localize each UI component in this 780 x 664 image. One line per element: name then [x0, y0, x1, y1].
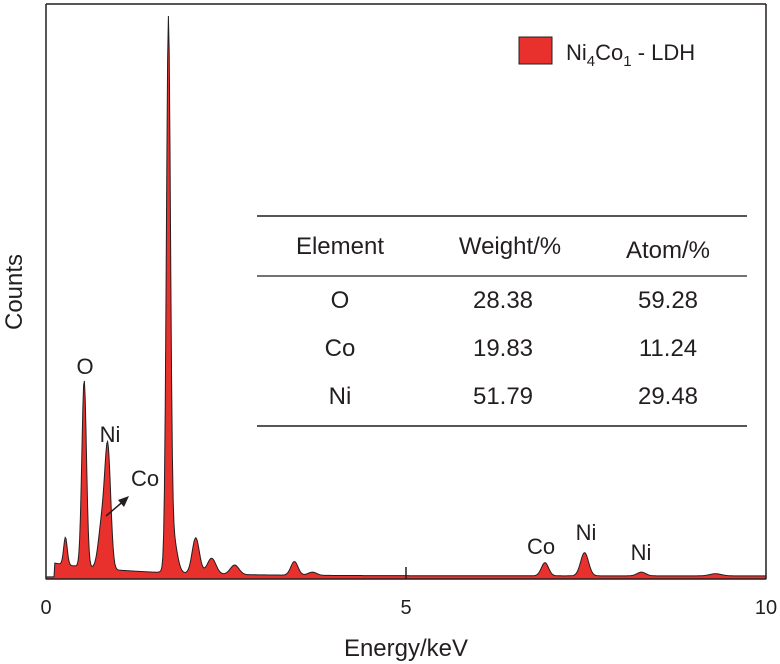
x-tick-label: 10 — [755, 597, 777, 619]
x-axis-label: Energy/keV — [344, 635, 468, 662]
peak-label-ni-kb: Ni — [631, 540, 652, 565]
table-cell: 59.28 — [638, 287, 698, 314]
table-header-element: Element — [296, 233, 384, 260]
legend: Ni4Co1 - LDH — [518, 36, 695, 70]
table-cell: Ni — [329, 383, 352, 410]
x-ticks: 0 5 10 — [40, 567, 777, 619]
peak-label-co-l: Co — [131, 466, 159, 491]
peak-label-co-k: Co — [527, 534, 555, 559]
co-arrow-head — [118, 496, 129, 507]
y-axis-label: Counts — [1, 254, 28, 330]
table-cell: O — [331, 287, 350, 314]
composition-table: Element Weight/% Atom/% O 28.38 59.28 Co… — [257, 215, 747, 427]
x-tick-label: 5 — [400, 597, 411, 619]
table-cell: 11.24 — [639, 335, 697, 362]
x-tick-label: 0 — [40, 597, 51, 619]
peak-label-o: O — [76, 354, 93, 379]
table-cell: 51.79 — [473, 383, 533, 410]
axes-frame — [45, 3, 767, 580]
table-header-weight: Weight/% — [459, 233, 561, 260]
legend-swatch — [518, 36, 553, 65]
table-cell: Co — [325, 335, 356, 362]
table-cell: 29.48 — [638, 383, 698, 410]
peak-annotations: O Ni Co Co Ni Ni — [76, 354, 651, 565]
table-cell: 19.83 — [473, 335, 533, 362]
table-cell: 28.38 — [473, 287, 533, 314]
legend-label: Ni4Co1 - LDH — [566, 40, 695, 70]
peak-label-ni-ka: Ni — [576, 520, 597, 545]
peak-label-ni-l: Ni — [100, 422, 121, 447]
table-header-atom: Atom/% — [626, 237, 710, 264]
